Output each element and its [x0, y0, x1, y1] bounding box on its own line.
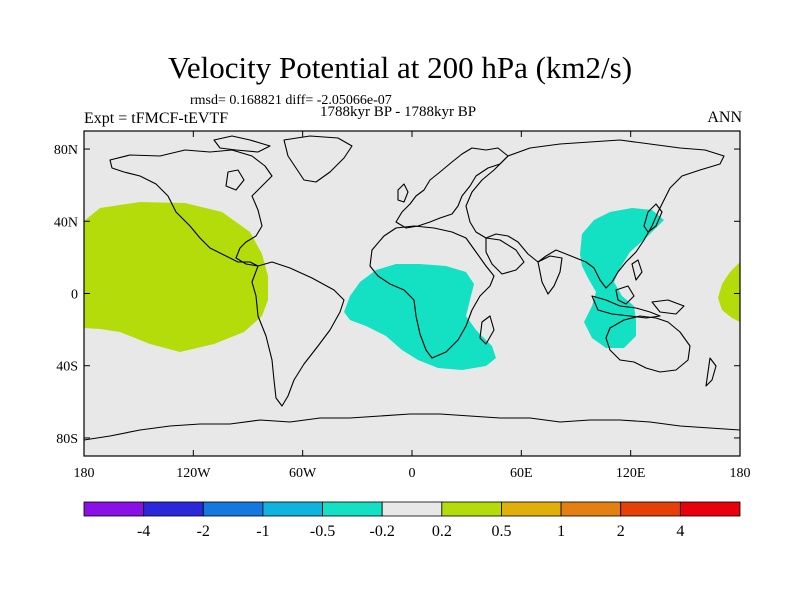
coast-antarctica: [83, 413, 741, 441]
lat-tick-label: 80S: [56, 432, 78, 447]
colorbar-swatch: [202, 501, 264, 517]
colorbar-label: 4: [676, 523, 684, 540]
region-dateline-positive: [718, 262, 740, 322]
coast-india: [537, 255, 563, 295]
region-east-pacific-positive: [84, 202, 268, 352]
coast-africa: [369, 225, 495, 359]
stats-label: rmsd= 0.168821 diff= -2.05066e-07: [190, 93, 392, 108]
region-africa-negative: [344, 264, 496, 370]
colorbar-swatch: [143, 501, 204, 517]
coast-australia: [605, 315, 691, 373]
lat-tick-label: 0: [71, 288, 78, 303]
period-label: 1788kyr BP - 1788kyr BP: [320, 104, 477, 120]
colorbar-label: -2: [197, 523, 210, 540]
coast-japan: [643, 203, 663, 233]
colorbar-label: 0.5: [491, 523, 511, 540]
colorbar-swatch: [679, 501, 741, 517]
latitude-axis: 80N 40N 0 40S 80S: [54, 143, 740, 447]
coast-indonesia: [591, 295, 661, 319]
coast-borneo: [615, 285, 635, 305]
coastlines: [83, 135, 741, 441]
coast-madagascar: [479, 315, 495, 345]
colorbar-swatch: [560, 501, 622, 517]
lat-tick-label: 80N: [54, 143, 78, 158]
coast-new-guinea: [651, 299, 685, 315]
experiment-label: Expt = tFMCF-tEVTF: [84, 110, 229, 127]
colorbar-swatch: [83, 501, 145, 517]
colorbar-swatch: [441, 501, 502, 517]
colorbar-swatch: [322, 501, 383, 517]
lon-tick-label: 0: [409, 466, 416, 481]
coast-new-zealand: [705, 357, 717, 387]
coast-hudson-bay: [225, 169, 245, 191]
longitude-axis: 180 120W 60W 0 60E 120E 180: [74, 131, 751, 481]
colorbar-swatch: [262, 501, 323, 517]
plot-title: Velocity Potential at 200 hPa (km2/s): [167, 50, 633, 85]
lon-tick-label: 60W: [289, 466, 317, 481]
lat-tick-label: 40S: [56, 360, 78, 375]
colorbar-label: 1: [557, 523, 565, 540]
colorbar-swatch: [620, 501, 681, 517]
colorbar-label: -4: [137, 523, 150, 540]
coast-arctic-islands: [213, 135, 271, 153]
coast-philippines: [631, 259, 643, 281]
colorbar-label: -0.2: [370, 523, 395, 540]
colorbar-swatch: [501, 501, 562, 517]
lon-tick-label: 180: [74, 466, 95, 481]
coast-asia: [465, 139, 725, 289]
colorbar-label: 0.2: [432, 523, 452, 540]
colorbar-label: 2: [617, 523, 625, 540]
lon-tick-label: 180: [730, 466, 751, 481]
coast-british-isles: [397, 183, 409, 203]
lon-tick-label: 120W: [176, 466, 211, 481]
colorbar-label: -1: [256, 523, 269, 540]
lat-tick-label: 40N: [54, 215, 78, 230]
colorbar-label: -0.5: [310, 523, 335, 540]
season-label: ANN: [707, 109, 742, 126]
coast-arabia: [485, 237, 525, 275]
lon-tick-label: 120E: [616, 466, 646, 481]
coast-south-america: [251, 261, 345, 407]
anomaly-regions: [84, 202, 740, 370]
coast-greenland: [283, 135, 353, 183]
region-indo-negative: [580, 208, 664, 348]
lon-tick-label: 60E: [510, 466, 533, 481]
colorbar: -4 -2 -1 -0.5 -0.2 0.2 0.5 1 2 4: [83, 501, 741, 540]
colorbar-swatch: [381, 501, 443, 517]
coast-north-america: [109, 149, 273, 267]
